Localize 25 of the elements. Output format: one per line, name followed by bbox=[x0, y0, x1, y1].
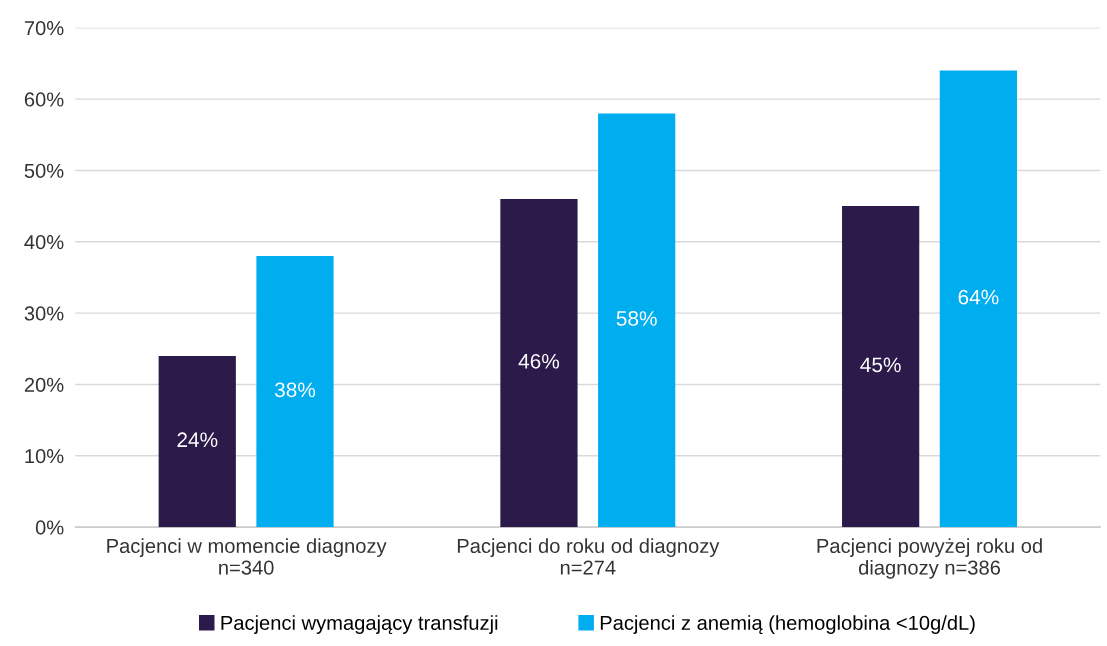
bar bbox=[500, 198, 578, 528]
x-tick-label: Pacjenci do roku od diagnozy n=274 bbox=[457, 538, 720, 575]
data-label: 46% bbox=[518, 353, 560, 369]
y-tick-label: 0% bbox=[35, 520, 64, 535]
y-tick-label: 60% bbox=[24, 92, 64, 107]
bar bbox=[158, 355, 236, 528]
data-label: 24% bbox=[177, 432, 218, 448]
y-tick-label: 40% bbox=[24, 235, 64, 250]
legend-label: Pacjenci wymagający transfuzji bbox=[221, 615, 498, 634]
data-label: 45% bbox=[860, 357, 901, 373]
x-tick-label: Pacjenci powyżej roku od diagnozy n=386 bbox=[817, 538, 1042, 579]
bar bbox=[939, 70, 1017, 528]
bar bbox=[598, 113, 676, 528]
data-label: 38% bbox=[274, 382, 316, 398]
y-tick-label: 30% bbox=[24, 306, 64, 321]
data-label: 58% bbox=[616, 311, 657, 326]
data-label: 64% bbox=[958, 289, 999, 305]
x-tick-label: Pacjenci w momencie diagnozy n=340 bbox=[107, 538, 387, 575]
bar bbox=[256, 256, 334, 528]
bar bbox=[842, 206, 920, 528]
y-tick-label: 10% bbox=[25, 449, 64, 464]
y-tick-label: 20% bbox=[24, 377, 64, 392]
legend-label: Pacjenci z anemią (hemoglobina <10g/dL) bbox=[600, 615, 975, 634]
y-tick-label: 50% bbox=[24, 163, 64, 178]
y-tick-label: 70% bbox=[24, 21, 64, 36]
